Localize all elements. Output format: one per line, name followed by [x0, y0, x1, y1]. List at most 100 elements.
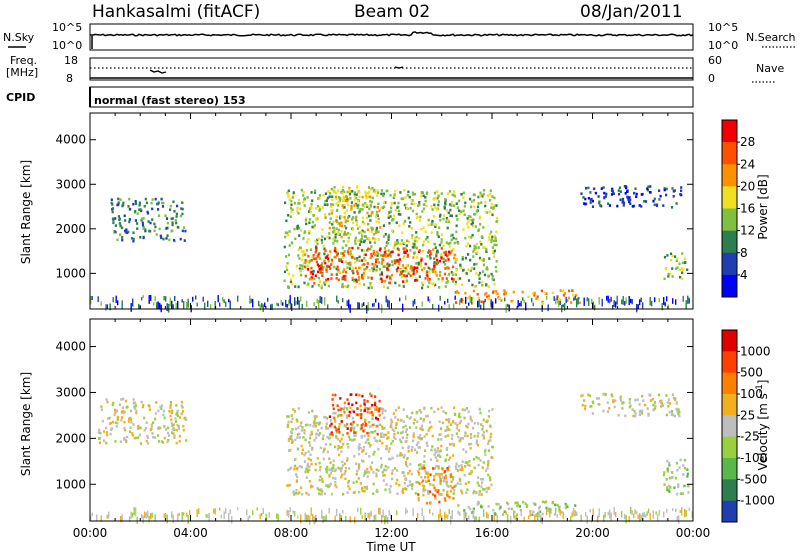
scatter-cell-p1-r1 — [361, 489, 364, 493]
scatter-cell-p0-r2 — [362, 271, 365, 275]
scatter-cell-p1-r0 — [170, 418, 173, 422]
near-range-cell-p1 — [478, 516, 480, 523]
scatter-cell-p1-r4 — [564, 506, 567, 510]
scatter-cell-p0-r6 — [669, 258, 673, 262]
scatter-cell-p1-r1 — [472, 491, 475, 495]
near-range-cell-p0 — [219, 302, 221, 307]
scatter-cell-p0-r2 — [433, 265, 436, 268]
scatter-cell-p0-r2 — [342, 275, 345, 278]
scatter-cell-p0-r1 — [369, 219, 372, 222]
scatter-cell-p1-r5 — [591, 412, 594, 415]
scatter-cell-p0-r1 — [405, 279, 408, 282]
near-range-cell-p1 — [381, 515, 383, 524]
scatter-cell-p0-r1 — [428, 271, 431, 274]
scatter-cell-p0-r1 — [445, 217, 448, 220]
scatter-cell-p0-r3 — [361, 195, 364, 199]
scatter-cell-p1-r2 — [355, 393, 358, 397]
scatter-cell-p1-r1 — [388, 447, 391, 450]
scatter-cell-p1-r4 — [492, 508, 495, 512]
near-range-cell-p0 — [105, 304, 107, 311]
scatter-cell-p1-r1 — [325, 470, 328, 474]
scatter-cell-p0-r1 — [382, 265, 385, 268]
scatter-cell-p0-r6 — [680, 267, 683, 270]
scatter-cell-p0-r1 — [422, 207, 425, 211]
scatter-cell-p0-r4 — [464, 291, 467, 295]
scatter-cell-p1-r1 — [452, 476, 455, 479]
scatter-cell-p1-r2 — [349, 429, 352, 432]
scatter-cell-p1-r1 — [326, 465, 329, 469]
scatter-cell-p1-r1 — [449, 489, 452, 493]
scatter-cell-p0-r2 — [400, 272, 403, 276]
near-range-cell-p1 — [537, 511, 539, 521]
scatter-cell-p1-r1 — [481, 428, 484, 431]
scatter-cell-p0-r1 — [494, 239, 498, 243]
scatter-cell-p0-r1 — [328, 221, 331, 224]
scatter-cell-p0-r1 — [466, 217, 469, 220]
scatter-cell-p0-r1 — [374, 237, 377, 241]
near-range-cell-p1 — [148, 516, 150, 523]
scatter-cell-p1-r0 — [105, 398, 108, 401]
scatter-cell-p1-r6 — [683, 484, 686, 488]
near-range-cell-p0 — [286, 304, 288, 308]
scatter-cell-p1-r3 — [449, 475, 452, 479]
scatter-cell-p1-r0 — [167, 434, 171, 437]
scatter-cell-p0-r5 — [649, 185, 652, 188]
scatter-cell-p0-r2 — [428, 249, 431, 252]
scatter-cell-p0-r3 — [341, 189, 345, 192]
near-range-cell-p0 — [558, 301, 560, 307]
scatter-cell-p0-r1 — [330, 260, 333, 264]
y-tick-label: 4000 — [55, 340, 86, 354]
scatter-cell-p1-r4 — [514, 501, 517, 505]
scatter-cell-p0-r1 — [330, 203, 333, 206]
scatter-cell-p1-r1 — [404, 460, 407, 464]
scatter-cell-p0-r1 — [458, 209, 461, 212]
scatter-cell-p0-r2 — [409, 267, 412, 271]
scatter-cell-p0-r1 — [485, 266, 489, 269]
scatter-cell-p0-r1 — [460, 283, 464, 286]
scatter-cell-p0-r2 — [330, 258, 334, 262]
scatter-cell-p1-r5 — [665, 413, 668, 417]
scatter-cell-p0-r1 — [480, 243, 483, 246]
scatter-cell-p0-r1 — [314, 189, 317, 192]
scatter-cell-p1-r1 — [296, 420, 299, 423]
y-tick-label: 3000 — [55, 385, 86, 399]
scatter-cell-p0-r4 — [545, 292, 548, 295]
scatter-cell-p1-r4 — [469, 507, 472, 511]
scatter-cell-p0-r2 — [311, 272, 315, 276]
scatter-cell-p1-r2 — [339, 408, 342, 412]
scatter-cell-p1-r1 — [402, 425, 405, 429]
scatter-cell-p1-r1 — [336, 415, 340, 418]
scatter-cell-p1-r1 — [478, 493, 481, 496]
scatter-cell-p1-r1 — [459, 479, 462, 482]
scatter-cell-p0-r0 — [111, 203, 114, 206]
scatter-cell-p0-r1 — [287, 285, 290, 288]
scatter-cell-p1-r1 — [426, 444, 429, 447]
scatter-cell-p0-r1 — [444, 285, 447, 288]
scatter-cell-p0-r1 — [406, 239, 409, 243]
scatter-cell-p1-r3 — [438, 475, 441, 478]
scatter-cell-p0-r1 — [473, 285, 476, 289]
scatter-cell-p0-r2 — [341, 276, 344, 280]
near-range-cell-p1 — [247, 516, 249, 521]
near-range-cell-p1 — [631, 510, 633, 516]
scatter-cell-p1-r1 — [338, 413, 341, 417]
scatter-cell-p0-r1 — [344, 285, 347, 288]
scatter-cell-p1-r1 — [459, 482, 462, 486]
scatter-cell-p1-r0 — [118, 403, 122, 407]
scatter-cell-p1-r1 — [470, 419, 473, 423]
scatter-cell-p0-r5 — [629, 198, 632, 202]
scatter-cell-p1-r3 — [418, 482, 421, 485]
scatter-cell-p0-r2 — [432, 267, 435, 270]
scatter-cell-p1-r1 — [418, 437, 421, 440]
scatter-cell-p0-r2 — [380, 280, 383, 283]
scatter-cell-p0-r1 — [442, 257, 445, 261]
scatter-cell-p1-r1 — [355, 462, 358, 466]
scatter-cell-p0-r1 — [357, 278, 360, 282]
scatter-cell-p0-r1 — [467, 215, 470, 218]
scatter-cell-p1-r0 — [177, 427, 181, 430]
colorbar-tick-label: 8 — [740, 246, 748, 260]
scatter-cell-p0-r3 — [364, 235, 368, 238]
scatter-cell-p0-r4 — [561, 289, 565, 292]
scatter-cell-p1-r6 — [666, 467, 669, 471]
scatter-cell-p1-r1 — [336, 448, 339, 451]
